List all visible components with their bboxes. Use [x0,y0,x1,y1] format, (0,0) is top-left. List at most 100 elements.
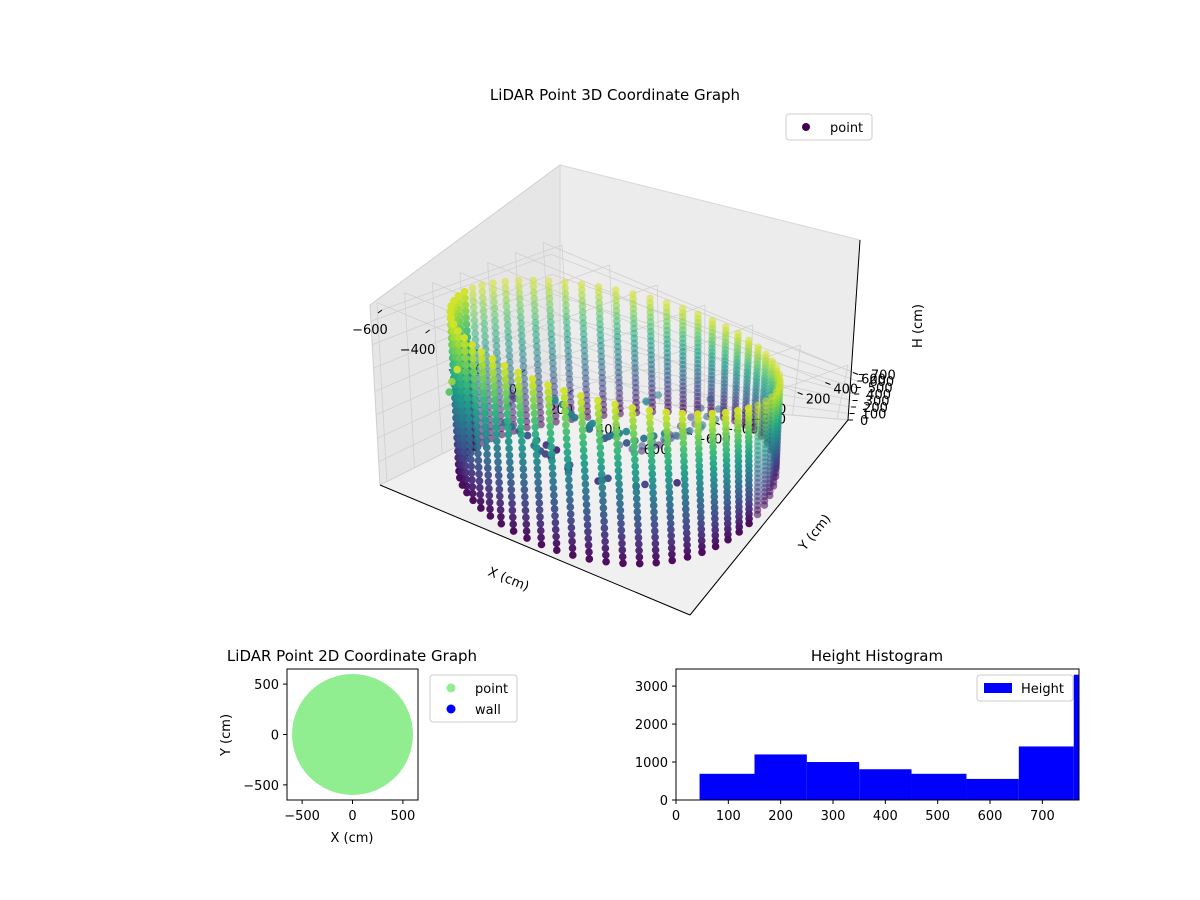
lidar-point [595,304,604,313]
lidar-point [503,321,512,329]
lidar-point [745,336,753,345]
lidar-point [493,348,501,357]
lidar-point [551,412,560,420]
lidar-point [568,544,577,552]
lidar-point [772,388,781,396]
lidar-point [577,280,586,289]
lidar-point [472,409,480,417]
lidar-point [708,421,717,429]
lidar-point [518,338,526,346]
lidar-point [567,523,576,532]
lidar-point [464,408,473,417]
z-tick-label-3d: 400 [866,388,891,403]
lidar-point [479,375,487,384]
histogram-bar [1018,746,1074,800]
lidar-point [629,290,637,298]
lidar-point [651,527,659,535]
lidar-point [469,297,478,305]
x-tick-label-3d: −600 [352,323,388,338]
lidar-point [535,499,544,507]
lidar-point [694,310,702,319]
lidar-point [581,480,590,489]
lidar-point [462,307,470,316]
lidar-point [709,448,717,457]
lidar-point [549,470,557,479]
grid-back-h [552,273,858,382]
lidar-point [466,435,474,444]
lidar-point [651,533,659,542]
lidar-point [663,445,672,454]
lidar-point [679,433,687,442]
lidar-point [697,513,705,522]
lidar-point [519,472,528,480]
x-axis-line [379,484,691,616]
lidar-point [615,493,624,501]
lidar-point [565,375,574,384]
lidar-point [648,476,657,485]
grid-back-h [556,334,853,401]
grid-floor-y [542,242,854,373]
lidar-point [547,324,555,332]
lidar-point [519,350,527,359]
lidar-point [515,289,524,297]
lidar-point [569,551,577,559]
lidar-point [533,458,541,466]
lidar-point [484,478,493,486]
lidar-point [680,463,688,472]
lidar-point [495,485,504,494]
lidar-point [710,492,719,501]
z-tick-label-3d: 500 [868,382,893,397]
grid-back-h [557,354,852,408]
histogram-legend-label: Height [1021,682,1064,697]
z-tick-label-3d: 300 [865,395,890,410]
lidar-point [467,462,476,471]
lidar-point [679,445,688,454]
lidar-point [708,432,717,440]
lidar-point [683,553,692,561]
legend-2d-point-marker [446,683,456,693]
lidar-point [566,392,575,401]
lidar-point [514,368,522,377]
lidar-point [577,392,585,400]
lidar-point [665,495,674,503]
lidar-point [562,434,571,443]
lidar-point [579,432,587,441]
lidar-point [467,455,475,464]
lidar-point [682,505,690,513]
lidar-point [565,475,573,484]
lidar-point [666,513,675,522]
lidar-point [530,409,539,418]
lidar-point [628,404,637,412]
z-tick-label-3d: 700 [871,369,896,384]
lidar-point [711,531,720,540]
lidar-point [502,296,511,305]
lidar-point [462,314,470,322]
lidar-point [523,431,532,440]
y-axis-label-2d: Y (cm) [219,714,234,757]
lidar-point [617,526,626,534]
lidar-point [762,350,770,359]
lidar-point [534,378,543,387]
lidar-point [492,430,501,439]
lidar-point [462,482,471,490]
lidar-point [534,478,542,487]
legend-3d-frame [785,113,873,141]
legend-3d-point-label: point [830,121,863,136]
lidar-point [564,341,572,349]
lidar-point [561,284,569,292]
lidar-point [490,396,499,404]
lidar-point [588,419,597,428]
lidar-point [447,302,455,310]
lidar-point [616,499,624,508]
lidar-point [697,519,705,528]
lidar-point [629,417,637,425]
lidar-point [710,504,719,512]
lidar-point [514,375,523,384]
lidar-point [492,423,500,432]
lidar-point [581,374,590,383]
lidar-point [613,433,621,442]
lidar-point [501,375,510,384]
lidar-point [724,530,732,539]
lidar-point [485,484,493,493]
lidar-point [550,491,558,500]
